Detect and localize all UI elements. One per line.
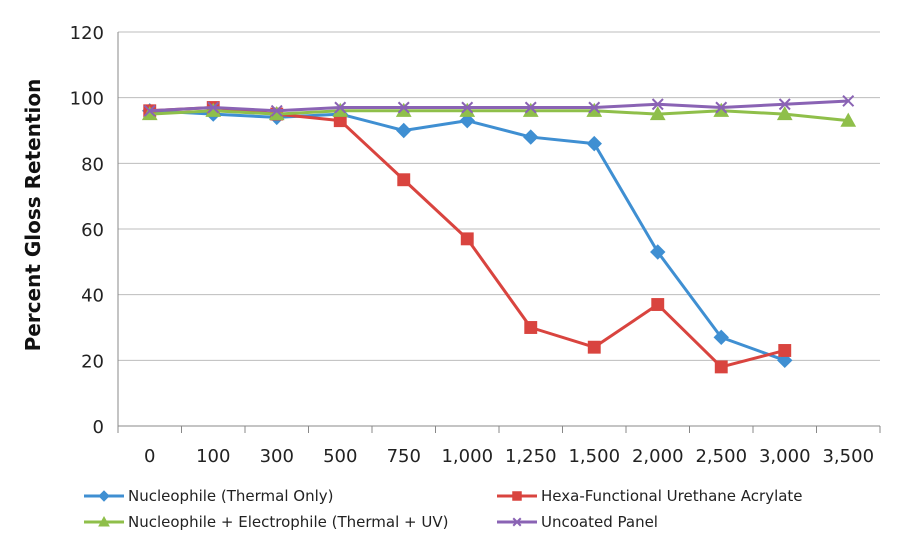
- legend-entry: Nucleophile (Thermal Only): [84, 487, 334, 505]
- data-point-marker: [524, 321, 538, 334]
- x-tick-label: 1,500: [568, 446, 620, 467]
- legend-entry: Nucleophile + Electrophile (Thermal + UV…: [84, 513, 448, 531]
- data-point-marker: [649, 106, 666, 121]
- data-point-marker: [523, 129, 539, 145]
- data-point-marker: [207, 101, 220, 114]
- data-point-marker: [524, 101, 537, 114]
- x-tick-label: 2,500: [695, 446, 747, 467]
- legend-label: Nucleophile + Electrophile (Thermal + UV…: [128, 513, 448, 531]
- data-point-marker: [461, 101, 474, 114]
- x-tick-label: 500: [323, 446, 357, 467]
- legend-marker: [512, 491, 522, 501]
- data-point-marker: [778, 344, 792, 357]
- data-point-marker: [715, 101, 728, 114]
- data-point-marker: [143, 104, 156, 117]
- y-axis-title: Percent Gloss Retention: [21, 79, 45, 352]
- y-tick-labels: 0 20 40 60 80 100 120: [70, 23, 104, 438]
- data-point-marker: [270, 104, 283, 117]
- y-tick-label: 0: [93, 417, 104, 438]
- x-tick-label: 3,000: [759, 446, 811, 467]
- x-tick-label: 2,000: [632, 446, 684, 467]
- legend: Nucleophile (Thermal Only) Hexa-Functiona…: [84, 487, 803, 531]
- y-tick-label: 60: [81, 220, 104, 241]
- x-tick-labels: 0 100 300 500 750 1,000 1,250 1,500 2,000 2,500 3,…: [144, 446, 874, 467]
- data-point-marker: [778, 98, 791, 111]
- series-line: [149, 99, 849, 113]
- x-tick-label: 1,000: [441, 446, 493, 467]
- data-point-marker: [713, 329, 729, 346]
- legend-marker: [512, 517, 522, 527]
- x-tick-label: 300: [260, 446, 294, 467]
- y-tick-label: 40: [81, 286, 104, 307]
- data-point-marker: [842, 94, 855, 107]
- data-point-marker: [587, 340, 601, 354]
- y-tick-label: 20: [81, 351, 104, 372]
- data-point-marker: [397, 173, 411, 187]
- data-point-marker: [459, 112, 475, 129]
- x-tick-label: 0: [144, 446, 155, 467]
- data-point-marker: [651, 98, 664, 111]
- legend-marker: [98, 490, 110, 502]
- series-2: [141, 102, 857, 127]
- data-point-marker: [714, 360, 728, 374]
- data-point-marker: [588, 101, 601, 114]
- legend-entry: Uncoated Panel: [497, 513, 658, 531]
- axes: [117, 32, 881, 433]
- data-point-marker: [650, 244, 666, 260]
- series-lines: [141, 94, 857, 374]
- legend-marker: [98, 515, 110, 527]
- x-tick-label: 1,250: [505, 446, 557, 467]
- legend-label: Nucleophile (Thermal Only): [128, 487, 334, 505]
- data-point-marker: [840, 112, 857, 127]
- y-tick-label: 80: [81, 154, 104, 175]
- series-1: [143, 101, 792, 374]
- x-tick-label: 3,500: [822, 446, 874, 467]
- data-point-marker: [586, 135, 602, 152]
- legend-entry: Hexa-Functional Urethane Acrylate: [497, 487, 803, 505]
- data-point-marker: [460, 232, 474, 246]
- data-point-marker: [776, 106, 793, 121]
- gridlines: [118, 31, 880, 427]
- data-point-marker: [651, 298, 665, 311]
- legend-label: Uncoated Panel: [541, 513, 658, 531]
- data-point-marker: [397, 101, 410, 114]
- x-tick-label: 100: [196, 446, 230, 467]
- y-tick-label: 100: [70, 89, 104, 110]
- series-line: [149, 109, 849, 123]
- legend-label: Hexa-Functional Urethane Acrylate: [541, 487, 803, 505]
- data-point-marker: [396, 122, 412, 139]
- y-tick-label: 120: [70, 23, 104, 44]
- data-point-marker: [334, 101, 347, 114]
- series-3: [143, 94, 855, 117]
- x-tick-label: 750: [387, 446, 421, 467]
